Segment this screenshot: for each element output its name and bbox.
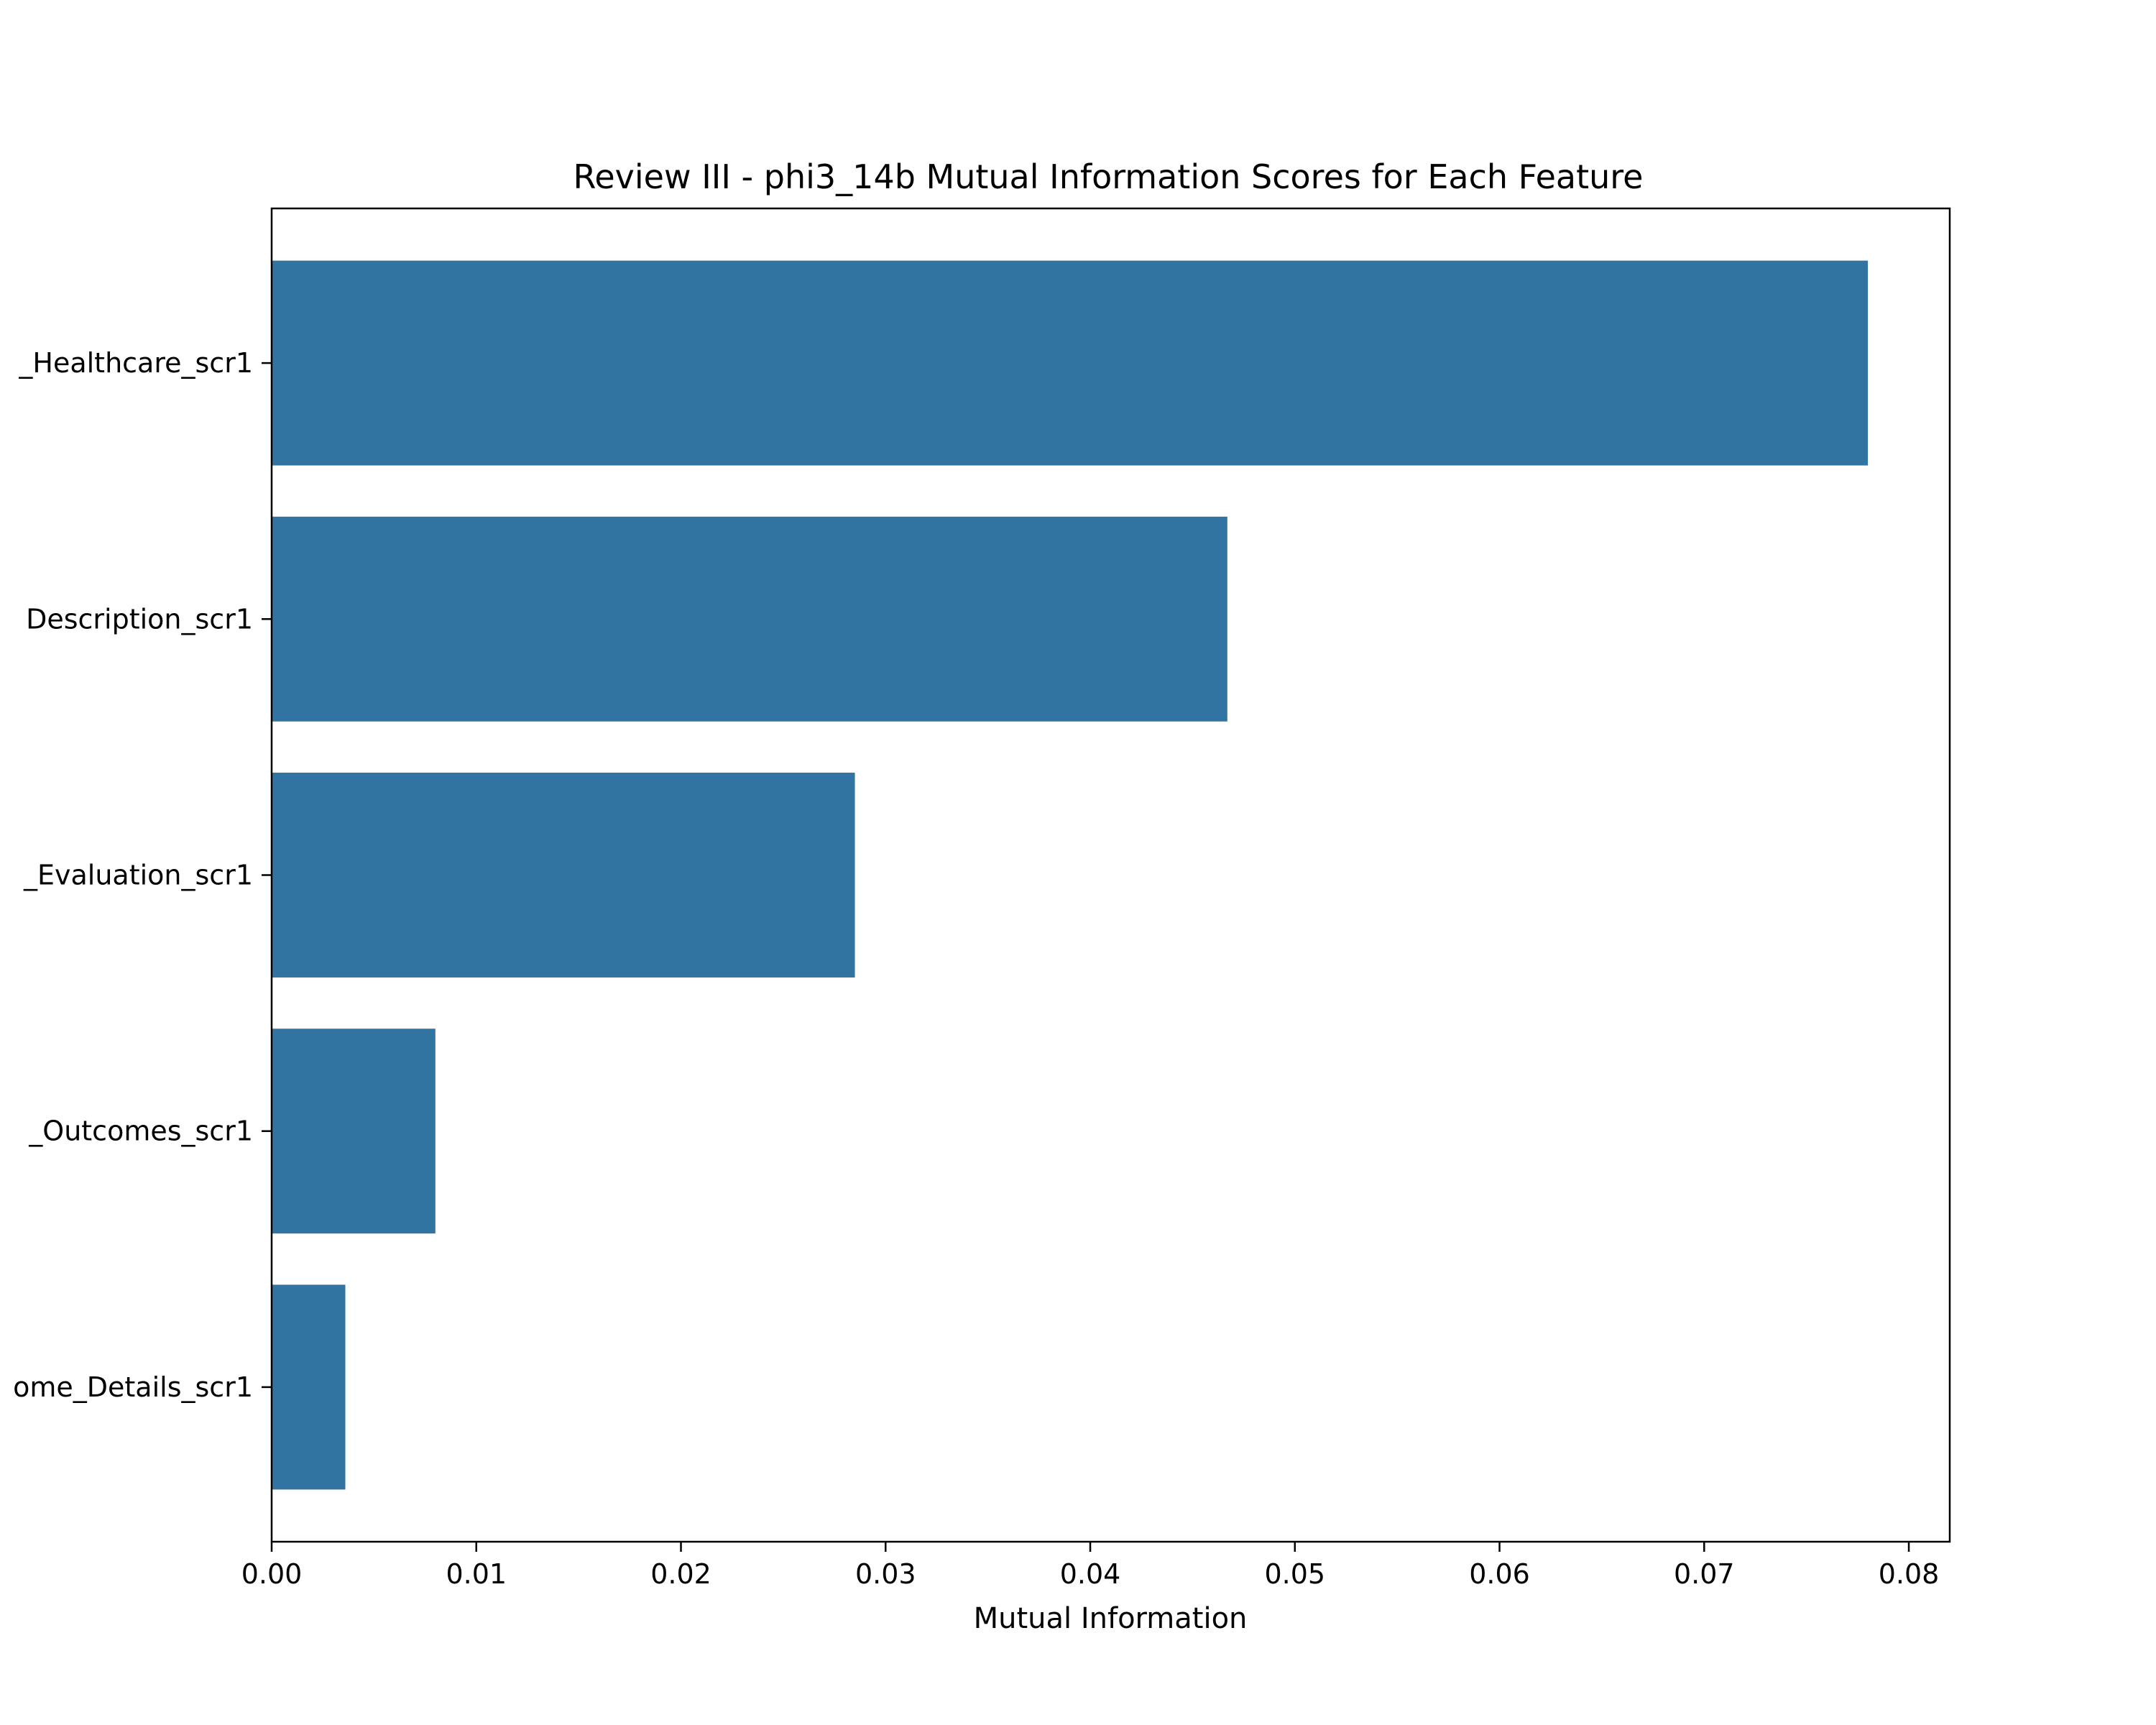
y-tick-label-3: _Outcomes_scr1: [28, 1116, 253, 1147]
x-axis: 0.00 0.01 0.02 0.03 0.04 0.05 0.06 0.07 0.08: [241, 1542, 1940, 1590]
x-tick-label-6: 0.06: [1469, 1558, 1530, 1590]
bar-2: [272, 773, 855, 978]
bar-4: [272, 1284, 346, 1490]
y-tick-label-2: _Evaluation_scr1: [23, 860, 253, 891]
chart-title: Review III - phi3_14b Mutual Information…: [573, 157, 1643, 196]
x-axis-label: Mutual Information: [974, 1602, 1248, 1635]
bar-1: [272, 516, 1227, 722]
bars-layer: [272, 260, 1869, 1490]
y-tick-label-4: ome_Details_scr1: [13, 1371, 253, 1403]
x-tick-label-4: 0.04: [1060, 1558, 1121, 1590]
x-tick-label-0: 0.00: [241, 1558, 303, 1590]
plot-frame: [270, 207, 1951, 1543]
x-tick-label-3: 0.03: [855, 1558, 916, 1590]
x-tick-label-7: 0.07: [1674, 1558, 1735, 1590]
x-tick-label-5: 0.05: [1264, 1558, 1325, 1590]
bar-0: [272, 260, 1869, 466]
x-tick-label-2: 0.02: [650, 1558, 711, 1590]
y-axis: _Healthcare_scr1 Description_scr1 _Evaluat…: [13, 347, 272, 1403]
y-tick-label-0: _Healthcare_scr1: [18, 347, 253, 379]
y-tick-label-1: Description_scr1: [26, 603, 253, 635]
x-tick-label-1: 0.01: [446, 1558, 507, 1590]
bar-3: [272, 1029, 436, 1234]
x-tick-label-8: 0.08: [1879, 1558, 1940, 1590]
